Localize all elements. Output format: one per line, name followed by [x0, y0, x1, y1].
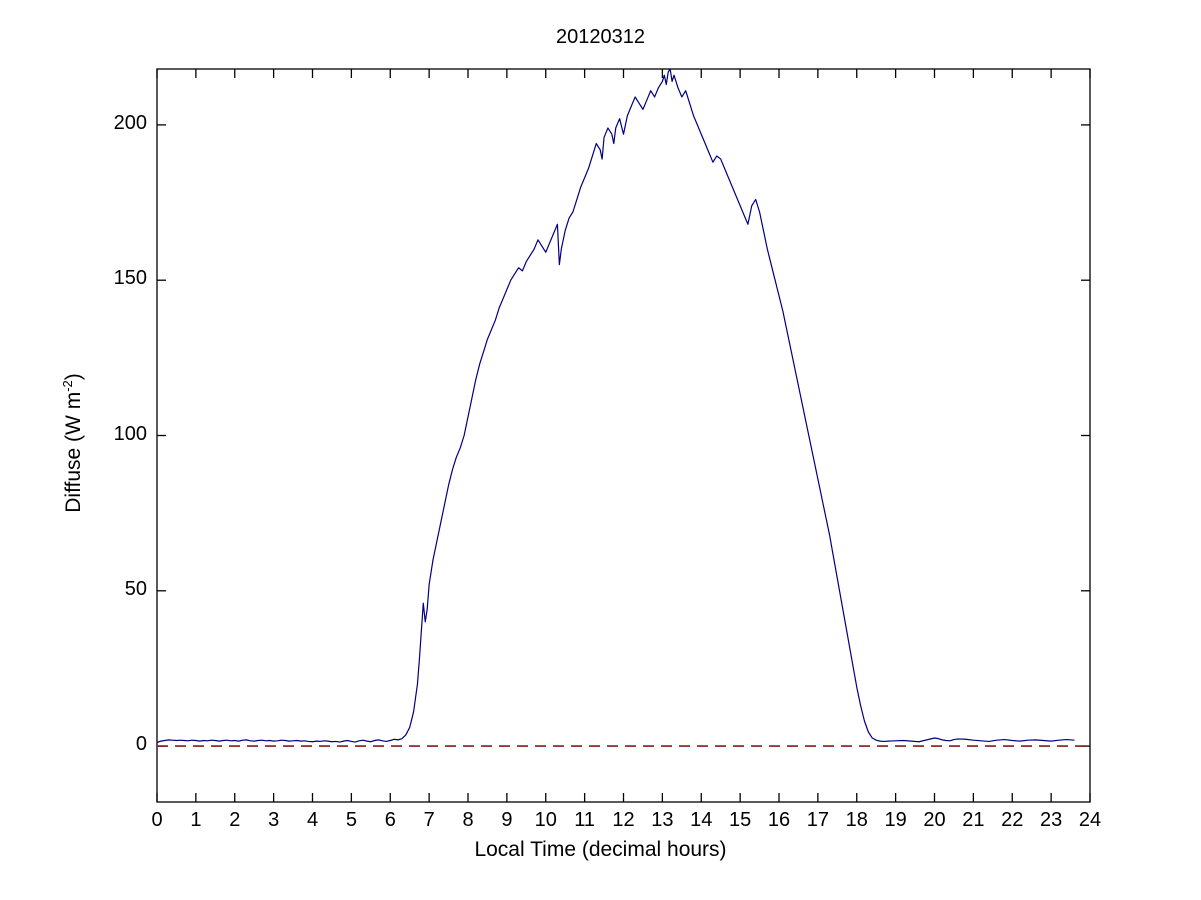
x-tick-label: 0	[151, 809, 163, 831]
x-tick-label: 7	[423, 809, 435, 831]
x-tick-label: 24	[1078, 809, 1102, 831]
x-tick-label: 16	[767, 809, 791, 831]
x-tick-label: 9	[501, 809, 513, 831]
x-tick-label: 14	[690, 809, 713, 831]
x-tick-label: 6	[384, 809, 396, 831]
x-tick-label: 10	[534, 809, 557, 831]
x-tick-label: 19	[884, 809, 907, 831]
y-tick-label: 0	[135, 733, 147, 756]
x-tick-label: 3	[268, 809, 280, 831]
x-axis-label: Local Time (decimal hours)	[474, 838, 727, 861]
x-tick-label: 8	[462, 809, 474, 831]
x-tick-label: 15	[729, 809, 752, 831]
plot-box	[156, 68, 1091, 803]
series-line-0	[156, 68, 1075, 743]
x-tick-label: 5	[345, 809, 357, 831]
x-tick-label: 13	[651, 809, 674, 831]
y-tick-label: 50	[124, 577, 147, 600]
x-tick-label: 18	[845, 809, 868, 831]
y-tick-label: 150	[113, 267, 147, 290]
x-tick-label: 21	[962, 809, 985, 831]
x-tick-label: 12	[612, 809, 635, 831]
y-tick-label: 100	[113, 422, 147, 445]
x-tick-label: 2	[229, 809, 241, 831]
x-tick-label: 20	[923, 809, 946, 831]
x-tick-label: 4	[306, 809, 319, 831]
x-tick-label: 23	[1040, 809, 1063, 831]
x-tick-label: 17	[806, 809, 829, 831]
chart-title: 20120312	[556, 26, 645, 48]
x-tick-label: 11	[574, 809, 595, 831]
x-tick-label: 22	[1001, 809, 1024, 831]
x-tick-label: 1	[190, 809, 202, 831]
y-tick-label: 200	[113, 111, 147, 134]
